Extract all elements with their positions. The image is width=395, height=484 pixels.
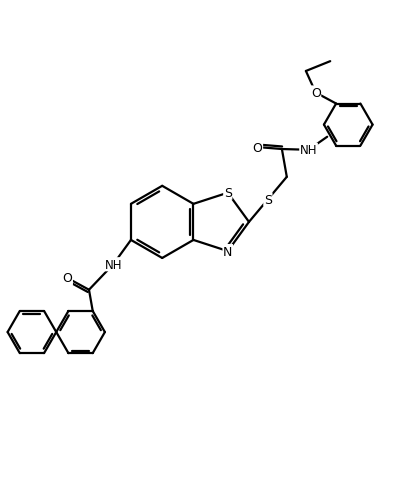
Text: N: N bbox=[223, 245, 232, 258]
Text: O: O bbox=[62, 272, 72, 285]
Text: NH: NH bbox=[105, 258, 122, 271]
Text: NH: NH bbox=[300, 144, 317, 157]
Text: O: O bbox=[311, 87, 321, 100]
Text: S: S bbox=[264, 194, 272, 207]
Text: O: O bbox=[253, 141, 263, 154]
Text: S: S bbox=[224, 187, 232, 200]
